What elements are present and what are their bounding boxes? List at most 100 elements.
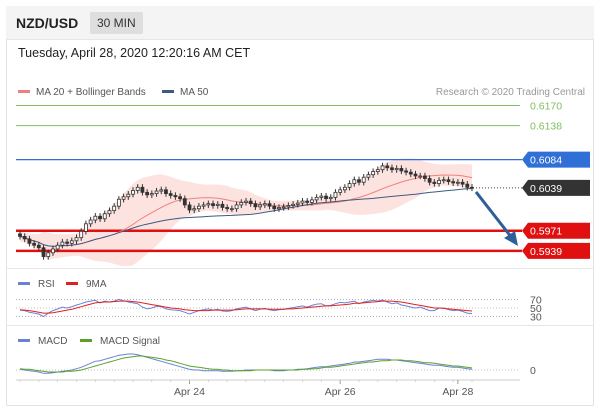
x-tick-label: Apr 26 bbox=[325, 386, 356, 398]
rsi-legend-swatch bbox=[66, 282, 78, 285]
candle bbox=[69, 240, 74, 244]
candle bbox=[357, 179, 361, 183]
candle bbox=[192, 208, 197, 211]
candle bbox=[93, 215, 98, 221]
candle bbox=[272, 205, 277, 210]
candle bbox=[229, 208, 234, 211]
candle bbox=[60, 241, 65, 246]
candle bbox=[366, 174, 371, 178]
candle bbox=[244, 200, 248, 203]
candle bbox=[182, 198, 187, 206]
last-price-label: 0.6039 bbox=[530, 183, 562, 195]
macd-tick: 0 bbox=[530, 365, 536, 377]
resistance-label: 0.6170 bbox=[530, 100, 562, 112]
candle bbox=[432, 181, 437, 184]
candle bbox=[140, 186, 145, 193]
legend-swatch bbox=[18, 90, 30, 93]
candle bbox=[215, 203, 220, 206]
candle bbox=[465, 183, 470, 188]
candle bbox=[277, 207, 281, 210]
candle bbox=[149, 193, 154, 196]
candle bbox=[178, 196, 182, 200]
candle bbox=[423, 175, 427, 179]
resistance-label: 0.6138 bbox=[530, 121, 562, 133]
candle bbox=[36, 244, 41, 249]
candle bbox=[319, 195, 324, 198]
symbol-title: NZD/USD bbox=[16, 15, 79, 31]
support-label: 0.5971 bbox=[530, 226, 562, 238]
ma50-line bbox=[19, 187, 473, 247]
candle bbox=[333, 191, 338, 198]
legend-label: MA 20 + Bollinger Bands bbox=[36, 87, 146, 98]
candle bbox=[168, 193, 173, 196]
candle bbox=[371, 171, 376, 176]
candle bbox=[375, 169, 380, 172]
candle bbox=[234, 204, 239, 210]
candle bbox=[220, 203, 225, 208]
candle bbox=[22, 236, 27, 240]
candle bbox=[187, 204, 192, 211]
candle bbox=[394, 168, 399, 171]
candle bbox=[211, 203, 215, 206]
macd-signal-line bbox=[19, 355, 473, 373]
candle bbox=[116, 198, 121, 207]
candle bbox=[314, 196, 319, 201]
candle bbox=[131, 190, 135, 195]
macd-legend-label: MACD Signal bbox=[100, 336, 160, 347]
pivot-label: 0.6084 bbox=[530, 155, 562, 167]
x-tick-label: Apr 24 bbox=[174, 386, 205, 398]
forecast-arrow bbox=[474, 191, 514, 239]
candle bbox=[173, 195, 178, 198]
candle bbox=[88, 219, 93, 225]
candle bbox=[460, 181, 465, 185]
support-label: 0.5939 bbox=[530, 246, 562, 258]
legend-label: MA 50 bbox=[180, 87, 209, 98]
candle bbox=[201, 204, 206, 207]
macd-legend-swatch bbox=[80, 339, 92, 342]
candle bbox=[84, 223, 88, 232]
candle bbox=[79, 230, 84, 239]
candle bbox=[112, 205, 117, 211]
rsi-legend-label: 9MA bbox=[86, 279, 107, 290]
credit-text: Research © 2020 Trading Central bbox=[436, 87, 585, 98]
candle bbox=[262, 203, 267, 206]
rsi-tick: 30 bbox=[530, 312, 542, 324]
last-price-tag bbox=[522, 179, 590, 196]
candle bbox=[248, 200, 253, 205]
candle bbox=[451, 181, 456, 184]
candle bbox=[98, 215, 102, 220]
candle bbox=[267, 203, 272, 207]
candle bbox=[197, 205, 201, 210]
candle bbox=[55, 244, 60, 250]
support-tag bbox=[522, 242, 590, 259]
candle bbox=[121, 196, 126, 200]
candle bbox=[225, 207, 230, 210]
candle bbox=[46, 252, 51, 257]
candle bbox=[305, 200, 310, 203]
candle bbox=[347, 183, 352, 188]
candle bbox=[258, 204, 263, 208]
timeframe-badge[interactable]: 30 MIN bbox=[90, 12, 143, 34]
candle bbox=[18, 233, 22, 237]
candle bbox=[404, 170, 408, 173]
candle bbox=[239, 202, 244, 206]
candle bbox=[27, 238, 32, 244]
panel-divider-macd bbox=[6, 325, 594, 326]
panel-divider-rsi bbox=[6, 268, 594, 269]
candle bbox=[338, 189, 343, 193]
candle bbox=[51, 248, 55, 254]
candle bbox=[455, 181, 460, 184]
candle bbox=[145, 191, 150, 196]
rsi-legend-swatch bbox=[18, 282, 30, 285]
rsi-tick: 50 bbox=[530, 303, 542, 315]
rsi-tick: 70 bbox=[530, 294, 542, 306]
x-tick-label: Apr 28 bbox=[442, 386, 473, 398]
candle bbox=[470, 186, 474, 189]
rsi-legend-label: RSI bbox=[38, 279, 55, 290]
candle bbox=[390, 167, 394, 171]
candle bbox=[418, 175, 423, 178]
candle bbox=[107, 210, 112, 215]
candle bbox=[328, 196, 333, 200]
chart-header: NZD/USD 30 MIN bbox=[6, 6, 594, 40]
